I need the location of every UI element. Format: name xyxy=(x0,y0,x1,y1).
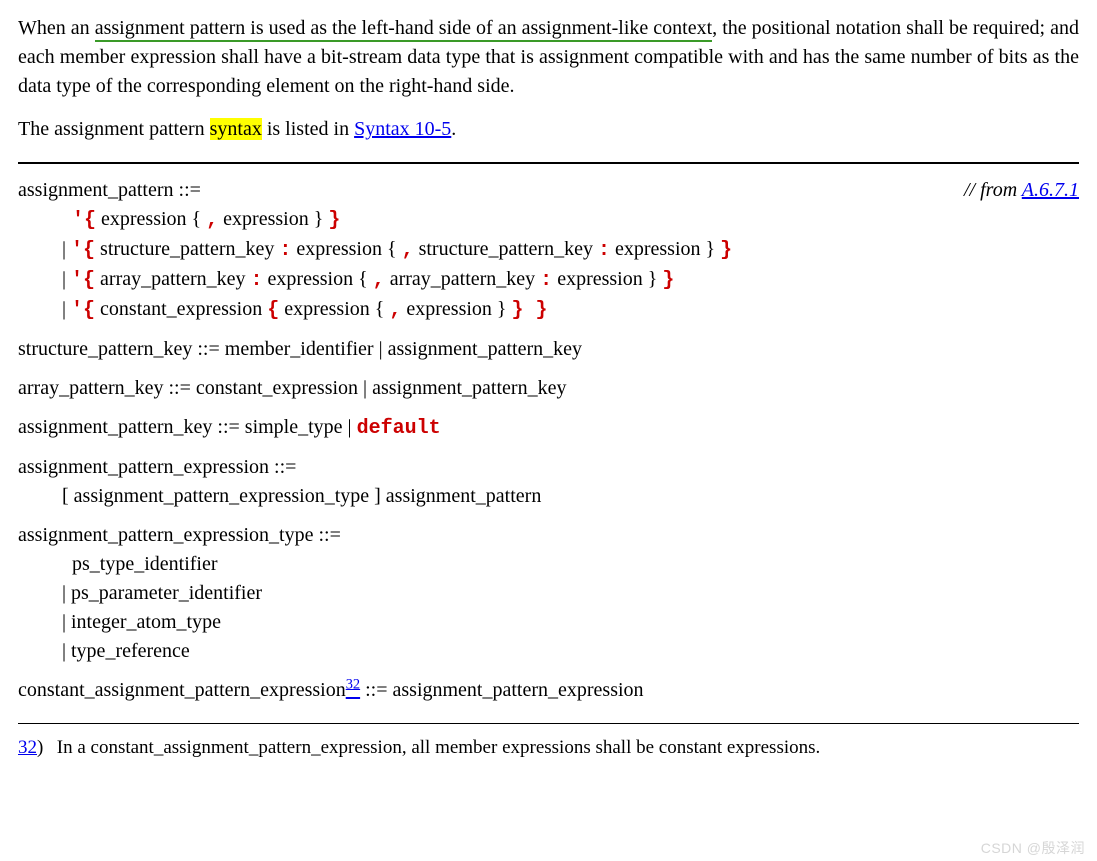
r4-a: assignment_pattern_key ::= simple_type | xyxy=(18,416,357,438)
from-reference: // from A.6.7.1 xyxy=(964,176,1079,205)
r7-a: constant_assignment_pattern_expression xyxy=(18,679,346,701)
r6-a: ps_type_identifier xyxy=(18,550,1079,579)
txt: constant_expression xyxy=(95,298,267,320)
r7-b: ::= assignment_pattern_expression xyxy=(360,679,643,701)
r4-default: default xyxy=(357,417,441,440)
txt: expression { xyxy=(263,268,373,290)
tok: : xyxy=(540,269,552,292)
rule-assignment-pattern-expression: assignment_pattern_expression ::= [ assi… xyxy=(18,453,1079,511)
from-link[interactable]: A.6.7.1 xyxy=(1022,179,1079,201)
tok: , xyxy=(373,269,385,292)
txt: expression { xyxy=(279,298,389,320)
rule-array-pattern-key: array_pattern_key ::= constant_expressio… xyxy=(18,374,1079,403)
grammar-block: // from A.6.7.1 assignment_pattern ::= '… xyxy=(18,176,1079,705)
r6-a-text: ps_type_identifier xyxy=(72,553,218,575)
para1-underlined: assignment pattern is used as the left-h… xyxy=(95,17,712,42)
tok: , xyxy=(389,299,401,322)
tok: '{ xyxy=(71,239,95,262)
rule-assignment-pattern-key: assignment_pattern_key ::= simple_type |… xyxy=(18,413,1079,443)
bar: | xyxy=(62,268,71,290)
divider-top xyxy=(18,162,1079,164)
txt: structure_pattern_key xyxy=(95,238,279,260)
tok: '{ xyxy=(71,299,95,322)
r6-b: | ps_parameter_identifier xyxy=(18,579,1079,608)
r1-alt1: '{ expression { , expression } } xyxy=(18,205,1079,235)
footnote-ref-32[interactable]: 32 xyxy=(346,679,360,701)
tok: : xyxy=(279,239,291,262)
para2-post: . xyxy=(451,118,456,140)
txt: expression } xyxy=(218,208,328,230)
tok: , xyxy=(206,209,218,232)
para2-pre: The assignment pattern xyxy=(18,118,210,140)
txt: expression { xyxy=(291,238,401,260)
footnote-32: 32) In a constant_assignment_pattern_exp… xyxy=(18,734,1079,762)
r6-d: | type_reference xyxy=(18,637,1079,666)
r1-alt3: | '{ array_pattern_key : expression { , … xyxy=(18,265,1079,295)
tok: : xyxy=(598,239,610,262)
tok: '{ xyxy=(71,269,95,292)
tok: } } xyxy=(512,299,548,322)
divider-footnote xyxy=(18,723,1079,724)
r6-head: assignment_pattern_expression_type ::= xyxy=(18,521,1079,550)
rule-structure-pattern-key: structure_pattern_key ::= member_identif… xyxy=(18,335,1079,364)
r6-c: | integer_atom_type xyxy=(18,608,1079,637)
footnote-paren: ) xyxy=(37,737,43,758)
paragraph-1: When an assignment pattern is used as th… xyxy=(18,14,1079,101)
footnote-text: In a constant_assignment_pattern_express… xyxy=(57,737,821,758)
r1-head: assignment_pattern ::= xyxy=(18,176,1079,205)
rule-assignment-pattern-expression-type: assignment_pattern_expression_type ::= p… xyxy=(18,521,1079,666)
txt: array_pattern_key xyxy=(95,268,250,290)
tok: } xyxy=(328,209,340,232)
tok: '{ xyxy=(72,209,96,232)
paragraph-2: The assignment pattern syntax is listed … xyxy=(18,115,1079,144)
txt: expression } xyxy=(552,268,662,290)
txt: structure_pattern_key xyxy=(414,238,598,260)
r5-body: [ assignment_pattern_expression_type ] a… xyxy=(18,482,1079,511)
txt: expression } xyxy=(610,238,720,260)
bar: | xyxy=(62,298,71,320)
txt: expression { xyxy=(96,208,206,230)
tok: } xyxy=(720,239,732,262)
rule-assignment-pattern: // from A.6.7.1 assignment_pattern ::= '… xyxy=(18,176,1079,325)
rule-constant-assignment-pattern-expression: constant_assignment_pattern_expression32… xyxy=(18,676,1079,705)
tok: } xyxy=(662,269,674,292)
syntax-link[interactable]: Syntax 10-5 xyxy=(354,118,451,140)
para2-highlight: syntax xyxy=(210,118,262,140)
tok: { xyxy=(267,299,279,322)
bar: | xyxy=(62,238,71,260)
txt: array_pattern_key xyxy=(385,268,540,290)
txt: expression } xyxy=(401,298,511,320)
r5-head: assignment_pattern_expression ::= xyxy=(18,453,1079,482)
tok: , xyxy=(402,239,414,262)
para1-pre: When an xyxy=(18,17,95,39)
para2-mid: is listed in xyxy=(262,118,354,140)
from-prefix: // from xyxy=(964,179,1022,201)
watermark: CSDN @殷泽润 xyxy=(981,838,1085,858)
r1-alt2: | '{ structure_pattern_key : expression … xyxy=(18,235,1079,265)
footnote-num-link[interactable]: 32 xyxy=(18,737,37,758)
r7-sup: 32 xyxy=(346,676,360,692)
r1-alt4: | '{ constant_expression { expression { … xyxy=(18,295,1079,325)
tok: : xyxy=(251,269,263,292)
